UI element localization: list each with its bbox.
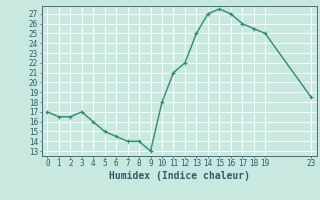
X-axis label: Humidex (Indice chaleur): Humidex (Indice chaleur) (109, 171, 250, 181)
